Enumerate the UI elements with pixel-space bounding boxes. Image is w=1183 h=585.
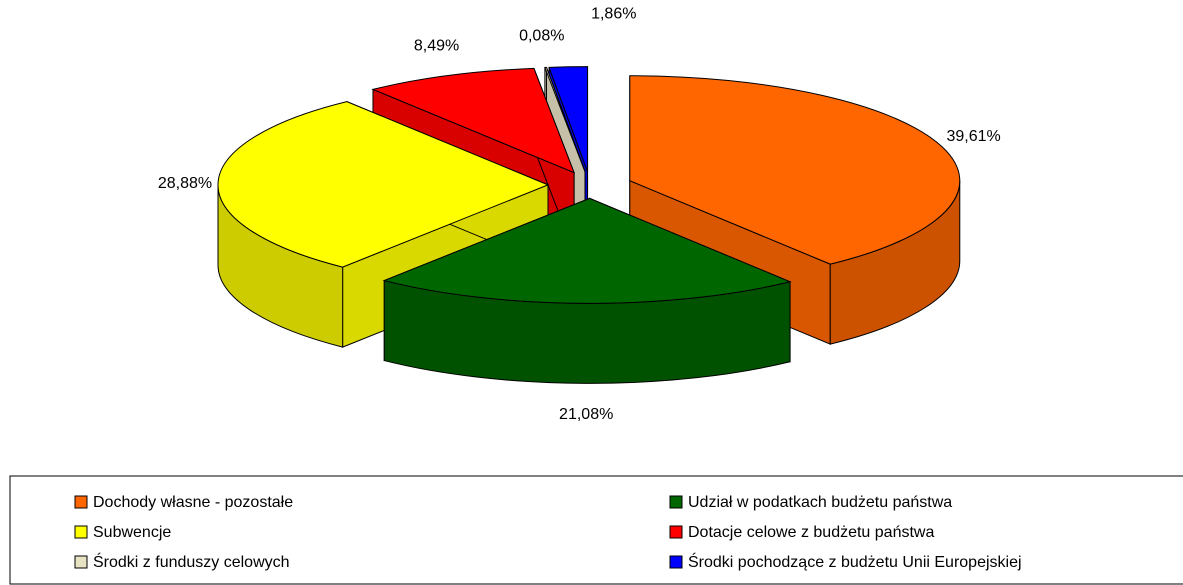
slice-top: [629, 75, 961, 265]
slice: [382, 197, 792, 384]
legend-swatch: [669, 495, 683, 509]
data-label: 39,61%: [946, 128, 1000, 145]
legend-swatch: [669, 555, 683, 569]
slice-top: [382, 197, 792, 304]
slice-top: [544, 66, 586, 172]
legend-swatch: [669, 525, 683, 539]
legend-box: [9, 475, 1183, 585]
legend-label: Środki pochodzące z budżetu Unii Europej…: [688, 552, 1022, 571]
slice-top: [548, 66, 589, 172]
data-label: 1,86%: [591, 5, 636, 22]
data-label: 21,08%: [559, 406, 613, 423]
legend-label: Dochody własne - pozostałe: [93, 494, 293, 511]
legend-label: Subwencje: [93, 524, 171, 541]
legend-label: Udział w podatkach budżetu państwa: [688, 494, 952, 511]
legend-swatch: [74, 525, 88, 539]
legend-label: Środki z funduszy celowych: [93, 552, 290, 571]
data-label: 0,08%: [519, 27, 564, 44]
legend-swatch: [74, 495, 88, 509]
legend-label: Dotacje celowe z budżetu państwa: [688, 524, 934, 541]
slice-top: [371, 67, 575, 174]
legend-swatch: [74, 555, 88, 569]
slice-top: [217, 101, 550, 268]
data-label: 28,88%: [158, 175, 212, 192]
data-label: 8,49%: [414, 37, 459, 54]
